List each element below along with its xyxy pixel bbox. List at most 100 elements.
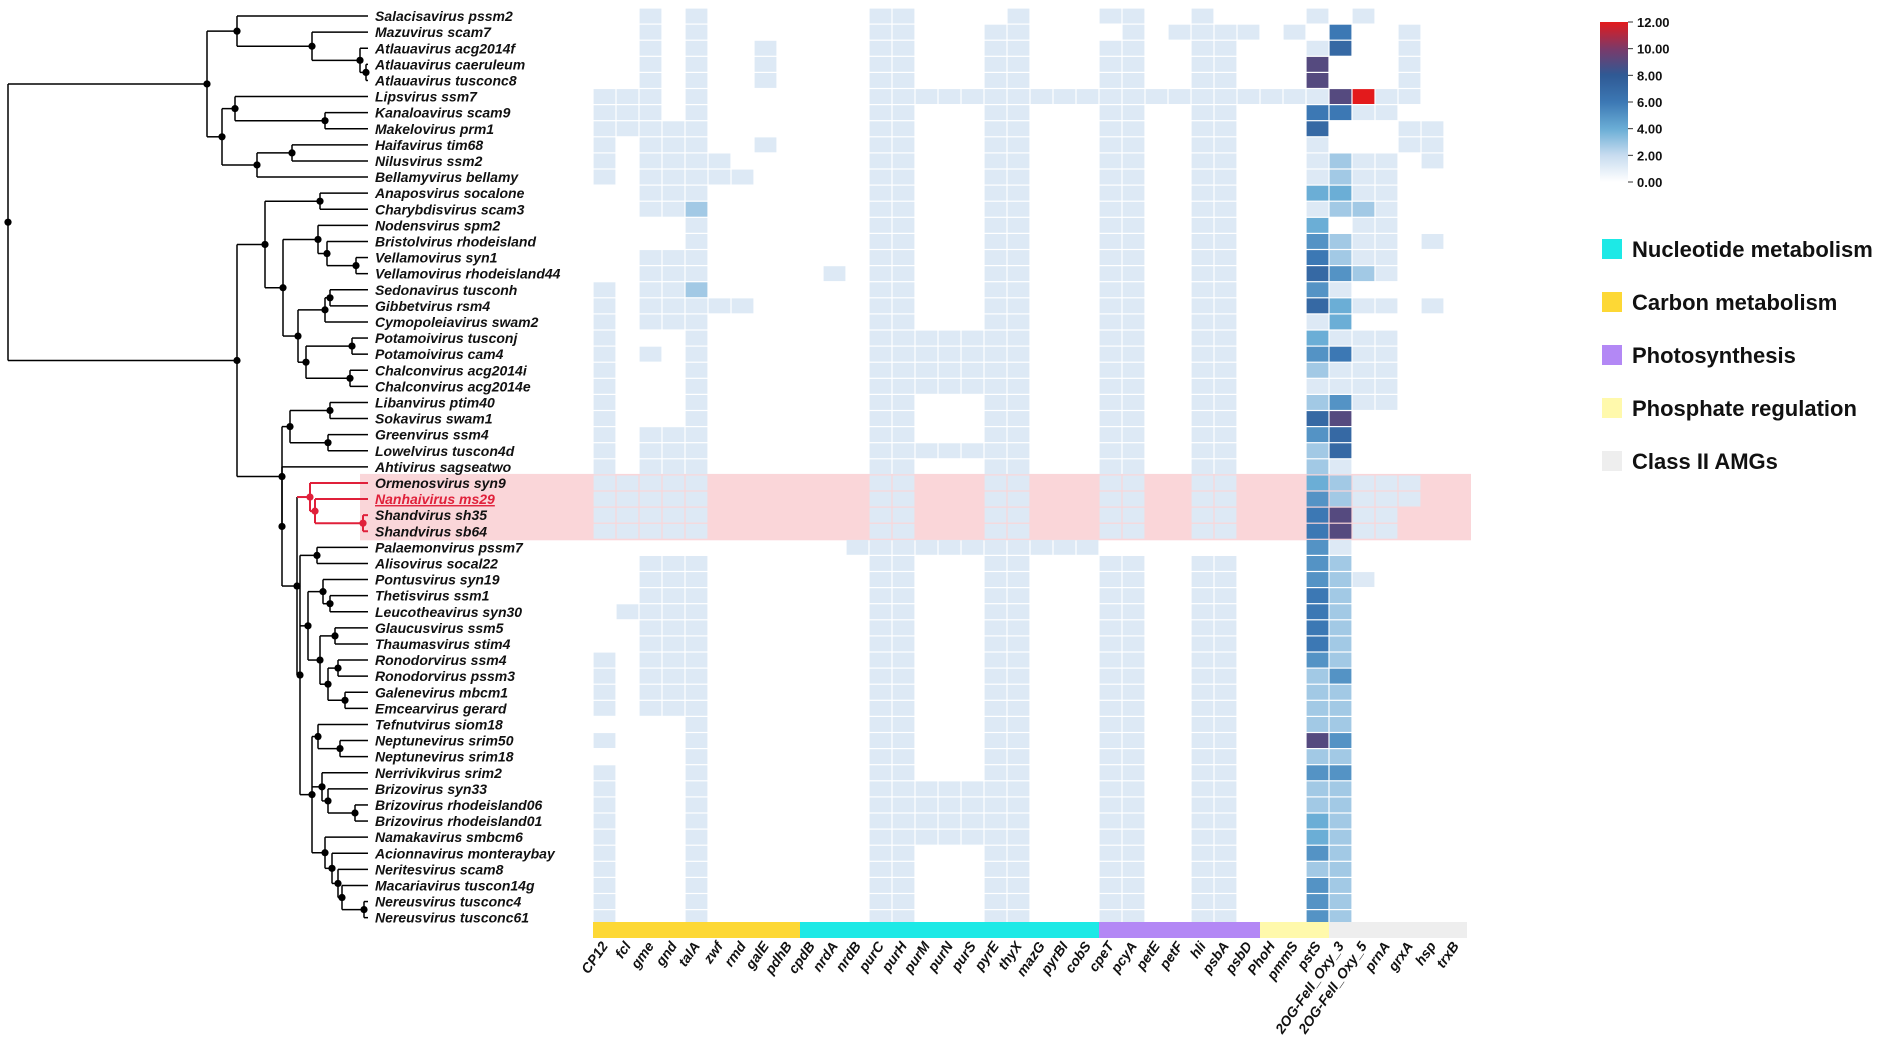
heatmap-cell: [869, 330, 892, 346]
heatmap-cell: [892, 298, 915, 314]
heatmap-cell: [1007, 282, 1030, 298]
heatmap-cell: [984, 572, 1007, 587]
heatmap-cell: [616, 604, 639, 620]
heatmap-cell: [984, 250, 1007, 265]
legend-swatch: [1602, 345, 1622, 365]
heatmap-cell: [1260, 89, 1283, 104]
heatmap-cell: [639, 201, 662, 217]
heatmap-cell: [892, 572, 915, 587]
heatmap-cell: [1329, 733, 1352, 748]
heatmap-cell: [685, 217, 708, 233]
heatmap-cell: [1398, 491, 1421, 507]
taxon-label: Nerrivikvirus srim2: [375, 765, 502, 781]
heatmap-cell: [1329, 346, 1352, 362]
heatmap-cell: [639, 475, 662, 491]
heatmap-cell: [869, 250, 892, 265]
heatmap-cell: [1214, 201, 1237, 217]
heatmap-cell: [1191, 137, 1214, 153]
heatmap-cell: [1099, 346, 1122, 362]
heatmap-cell: [1122, 781, 1145, 797]
heatmap-cell: [915, 797, 938, 813]
tree-node: [293, 582, 301, 590]
taxon-label: Shandvirus sh35: [375, 507, 487, 523]
heatmap-cell: [1191, 717, 1214, 732]
heatmap-cell: [984, 475, 1007, 491]
heatmap-cell: [1306, 153, 1329, 169]
heatmap-cell: [1214, 73, 1237, 88]
heatmap-cell: [869, 282, 892, 298]
heatmap-cell: [961, 330, 984, 346]
heatmap-cell: [984, 845, 1007, 861]
heatmap-cell: [961, 781, 984, 797]
heatmap-cell: [1122, 749, 1145, 765]
heatmap-cell: [984, 523, 1007, 539]
heatmap-cell: [593, 475, 616, 491]
heatmap-cell: [662, 636, 685, 652]
heatmap-cell: [685, 556, 708, 571]
heatmap-cell: [685, 185, 708, 201]
gene-label: petF: [1155, 938, 1186, 973]
heatmap-cell: [1122, 861, 1145, 877]
heatmap-cell: [869, 572, 892, 587]
heatmap-cell: [685, 73, 708, 88]
heatmap-cell: [1122, 201, 1145, 217]
heatmap-cell: [1306, 620, 1329, 636]
heatmap-cell: [639, 652, 662, 668]
heatmap-cell: [1352, 298, 1375, 314]
heatmap-cell: [1329, 878, 1352, 893]
heatmap-cell: [593, 733, 616, 748]
heatmap-cell: [869, 24, 892, 40]
heatmap-cell: [1191, 636, 1214, 652]
heatmap-cell: [961, 813, 984, 829]
heatmap-cell: [1214, 829, 1237, 845]
gene-label: talA: [675, 939, 703, 970]
heatmap-cell: [593, 861, 616, 877]
heatmap-cell: [1306, 443, 1329, 459]
heatmap-cell: [1306, 829, 1329, 845]
tree-node: [314, 235, 322, 244]
heatmap-cell: [685, 684, 708, 700]
heatmap-cell: [869, 523, 892, 539]
heatmap-cell: [1214, 572, 1237, 587]
heatmap-cell: [616, 507, 639, 523]
heatmap-cell: [1329, 24, 1352, 40]
heatmap-cell: [1122, 411, 1145, 426]
heatmap-cell: [1099, 845, 1122, 861]
heatmap-cell: [1398, 137, 1421, 153]
heatmap-cell: [1122, 765, 1145, 781]
heatmap-cell: [685, 652, 708, 668]
taxon-label: Glaucusvirus ssm5: [375, 620, 504, 636]
heatmap-cell: [1168, 89, 1191, 104]
heatmap-cell: [1329, 620, 1352, 636]
tree-node: [286, 423, 294, 431]
heatmap-cell: [1306, 395, 1329, 410]
scale-tick-label: 2.00: [1637, 148, 1662, 163]
heatmap-cell: [685, 266, 708, 282]
heatmap-cell: [1099, 829, 1122, 845]
heatmap-cell: [1007, 475, 1030, 491]
heatmap-cell: [1214, 717, 1237, 732]
heatmap-cell: [1191, 459, 1214, 475]
heatmap-cell: [984, 910, 1007, 926]
heatmap-cell: [1099, 185, 1122, 201]
heatmap-cell: [593, 813, 616, 829]
tree-node: [334, 879, 342, 888]
heatmap-cell: [1099, 201, 1122, 217]
heatmap-cell: [731, 298, 754, 314]
heatmap-cell: [1007, 314, 1030, 330]
heatmap-cell: [1329, 282, 1352, 298]
heatmap-cell: [1214, 137, 1237, 153]
heatmap-cell: [984, 330, 1007, 346]
tree-node: [288, 149, 296, 157]
heatmap-cell: [1352, 491, 1375, 507]
heatmap-cell: [662, 185, 685, 201]
heatmap-cell: [869, 8, 892, 24]
heatmap-cell: [1007, 395, 1030, 410]
taxon-label: Ronodorvirus ssm4: [375, 652, 507, 668]
heatmap-cell: [1099, 298, 1122, 314]
taxon-label: Charybdisvirus scam3: [375, 201, 525, 217]
heatmap-cell: [616, 475, 639, 491]
heatmap-cell: [1122, 878, 1145, 893]
heatmap-cell: [892, 153, 915, 169]
heatmap-cell: [1191, 733, 1214, 748]
